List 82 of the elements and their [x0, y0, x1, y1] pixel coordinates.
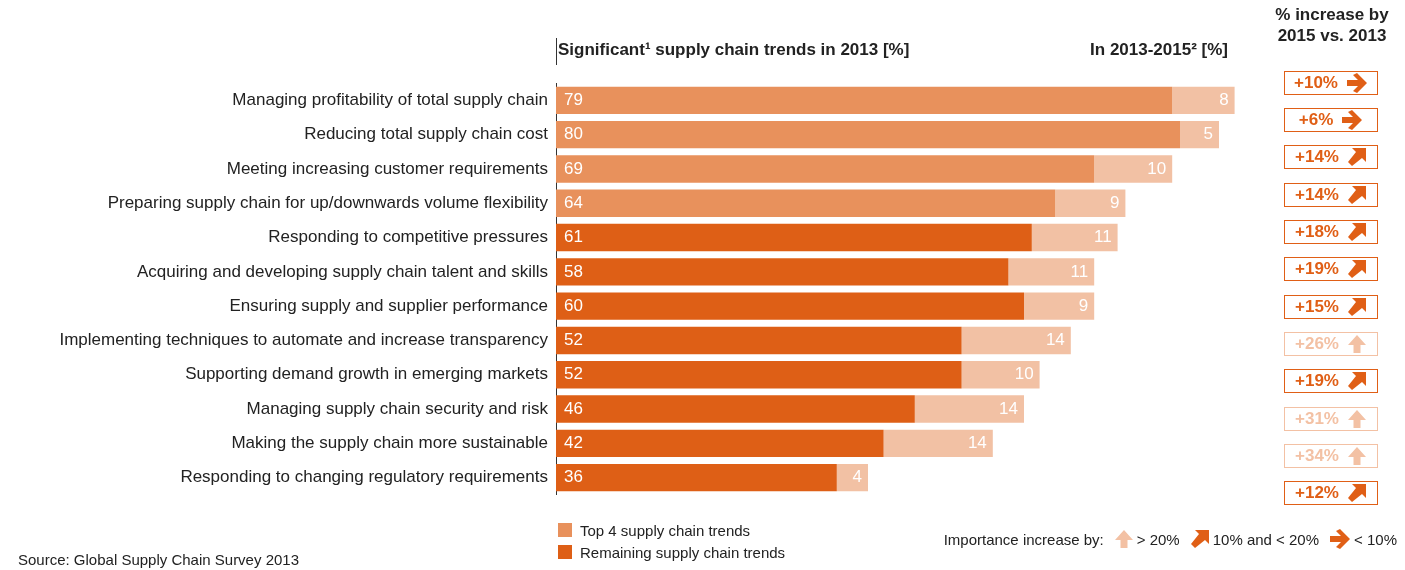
text: +14% [1295, 147, 1339, 167]
y-tick-label: Managing supply chain security and risk [246, 398, 549, 418]
data-label: 9 [1078, 295, 1089, 315]
legend-label: Remaining supply chain trends [580, 543, 786, 561]
bar [1055, 189, 1126, 217]
data-label: 79 [564, 90, 583, 110]
data-label: 10 [1014, 364, 1034, 384]
data-label: 14 [1045, 330, 1065, 350]
bar [556, 258, 1009, 286]
y-tick-label: Making the supply chain more sustainable [231, 433, 548, 453]
bar [1172, 86, 1235, 115]
y-tick-label: Managing profitability of total supply chain [232, 90, 548, 110]
data-label: 46 [564, 398, 583, 418]
text: +19% [1295, 259, 1339, 279]
data-label: 36 [564, 467, 583, 487]
text: +26% [1295, 334, 1339, 353]
bar [556, 429, 884, 458]
bar [556, 86, 1173, 115]
data-label: 64 [564, 192, 583, 212]
data-label: 11 [1070, 261, 1089, 281]
source-note: Source: Global Supply Chain Survey 2013 [18, 551, 300, 568]
legend-label: Top 4 supply chain trends [580, 521, 751, 539]
data-label: 10 [1147, 158, 1167, 178]
category-label: < 10% [1354, 530, 1397, 548]
data-label: 80 [564, 124, 583, 144]
chart-subtitle: In 2013-2015² [%] [1090, 40, 1228, 60]
text: +14% [1295, 184, 1339, 204]
y-tick-label: Meeting increasing customer requirements [226, 158, 548, 178]
bar [556, 463, 837, 492]
text: +12% [1295, 483, 1339, 503]
text: +18% [1295, 222, 1339, 241]
data-label: 9 [1109, 192, 1120, 212]
bar [556, 223, 1032, 252]
bar [556, 120, 1180, 149]
data-label: 14 [967, 433, 987, 453]
bar [1008, 258, 1095, 286]
data-label: 69 [564, 158, 583, 178]
bar [1094, 155, 1173, 183]
bar [961, 326, 1071, 355]
text: +15% [1295, 296, 1339, 316]
category-label: > 20% [1136, 530, 1180, 548]
bar [556, 292, 1024, 320]
text: +6% [1298, 110, 1334, 129]
chart-title: Significant¹ supply chain trends in 2013 [%] [558, 40, 910, 60]
text: +31% [1295, 408, 1339, 428]
bar [556, 361, 962, 389]
data-label: 52 [564, 330, 583, 350]
bar [556, 395, 915, 423]
text: +19% [1295, 371, 1339, 391]
bar [1031, 223, 1118, 252]
bar [1180, 120, 1219, 149]
bar [961, 361, 1040, 389]
category-label: 10% and < 20% [1212, 530, 1320, 548]
bar [556, 189, 1056, 217]
data-label: 5 [1203, 124, 1213, 144]
y-tick-label: Reducing total supply chain cost [304, 124, 549, 144]
data-label: 58 [564, 261, 583, 281]
data-label: 52 [564, 364, 583, 384]
data-label: 8 [1219, 90, 1229, 110]
text: +34% [1295, 446, 1339, 465]
bar [1024, 292, 1095, 320]
bar [883, 429, 993, 458]
y-tick-label: Supporting demand growth in emerging markets [185, 364, 548, 384]
y-tick-label: Responding to competitive pressures [268, 227, 548, 247]
data-label: 61 [564, 227, 583, 247]
data-label: 60 [564, 295, 583, 315]
data-label: 42 [564, 433, 583, 453]
y-tick-label: Ensuring supply and supplier performance [229, 295, 548, 315]
bar [556, 155, 1095, 183]
y-tick-label: Responding to changing regulatory requirements [180, 467, 548, 487]
text: +10% [1294, 72, 1338, 92]
bar [556, 326, 962, 355]
data-label: 4 [852, 467, 862, 487]
bar [914, 395, 1024, 423]
bar [836, 463, 868, 492]
data-label: 14 [999, 398, 1018, 418]
text: % increase by 2015 vs. 2013 [1274, 4, 1390, 46]
data-label: 11 [1093, 227, 1112, 247]
legend-title: Importance increase by: [943, 530, 1104, 548]
y-tick-label: Implementing techniques to automate and increase transparency [59, 330, 549, 350]
y-tick-label: Acquiring and developing supply chain talent and skills [136, 261, 548, 281]
y-tick-label: Preparing supply chain for up/downwards volume flexibility [107, 192, 549, 212]
